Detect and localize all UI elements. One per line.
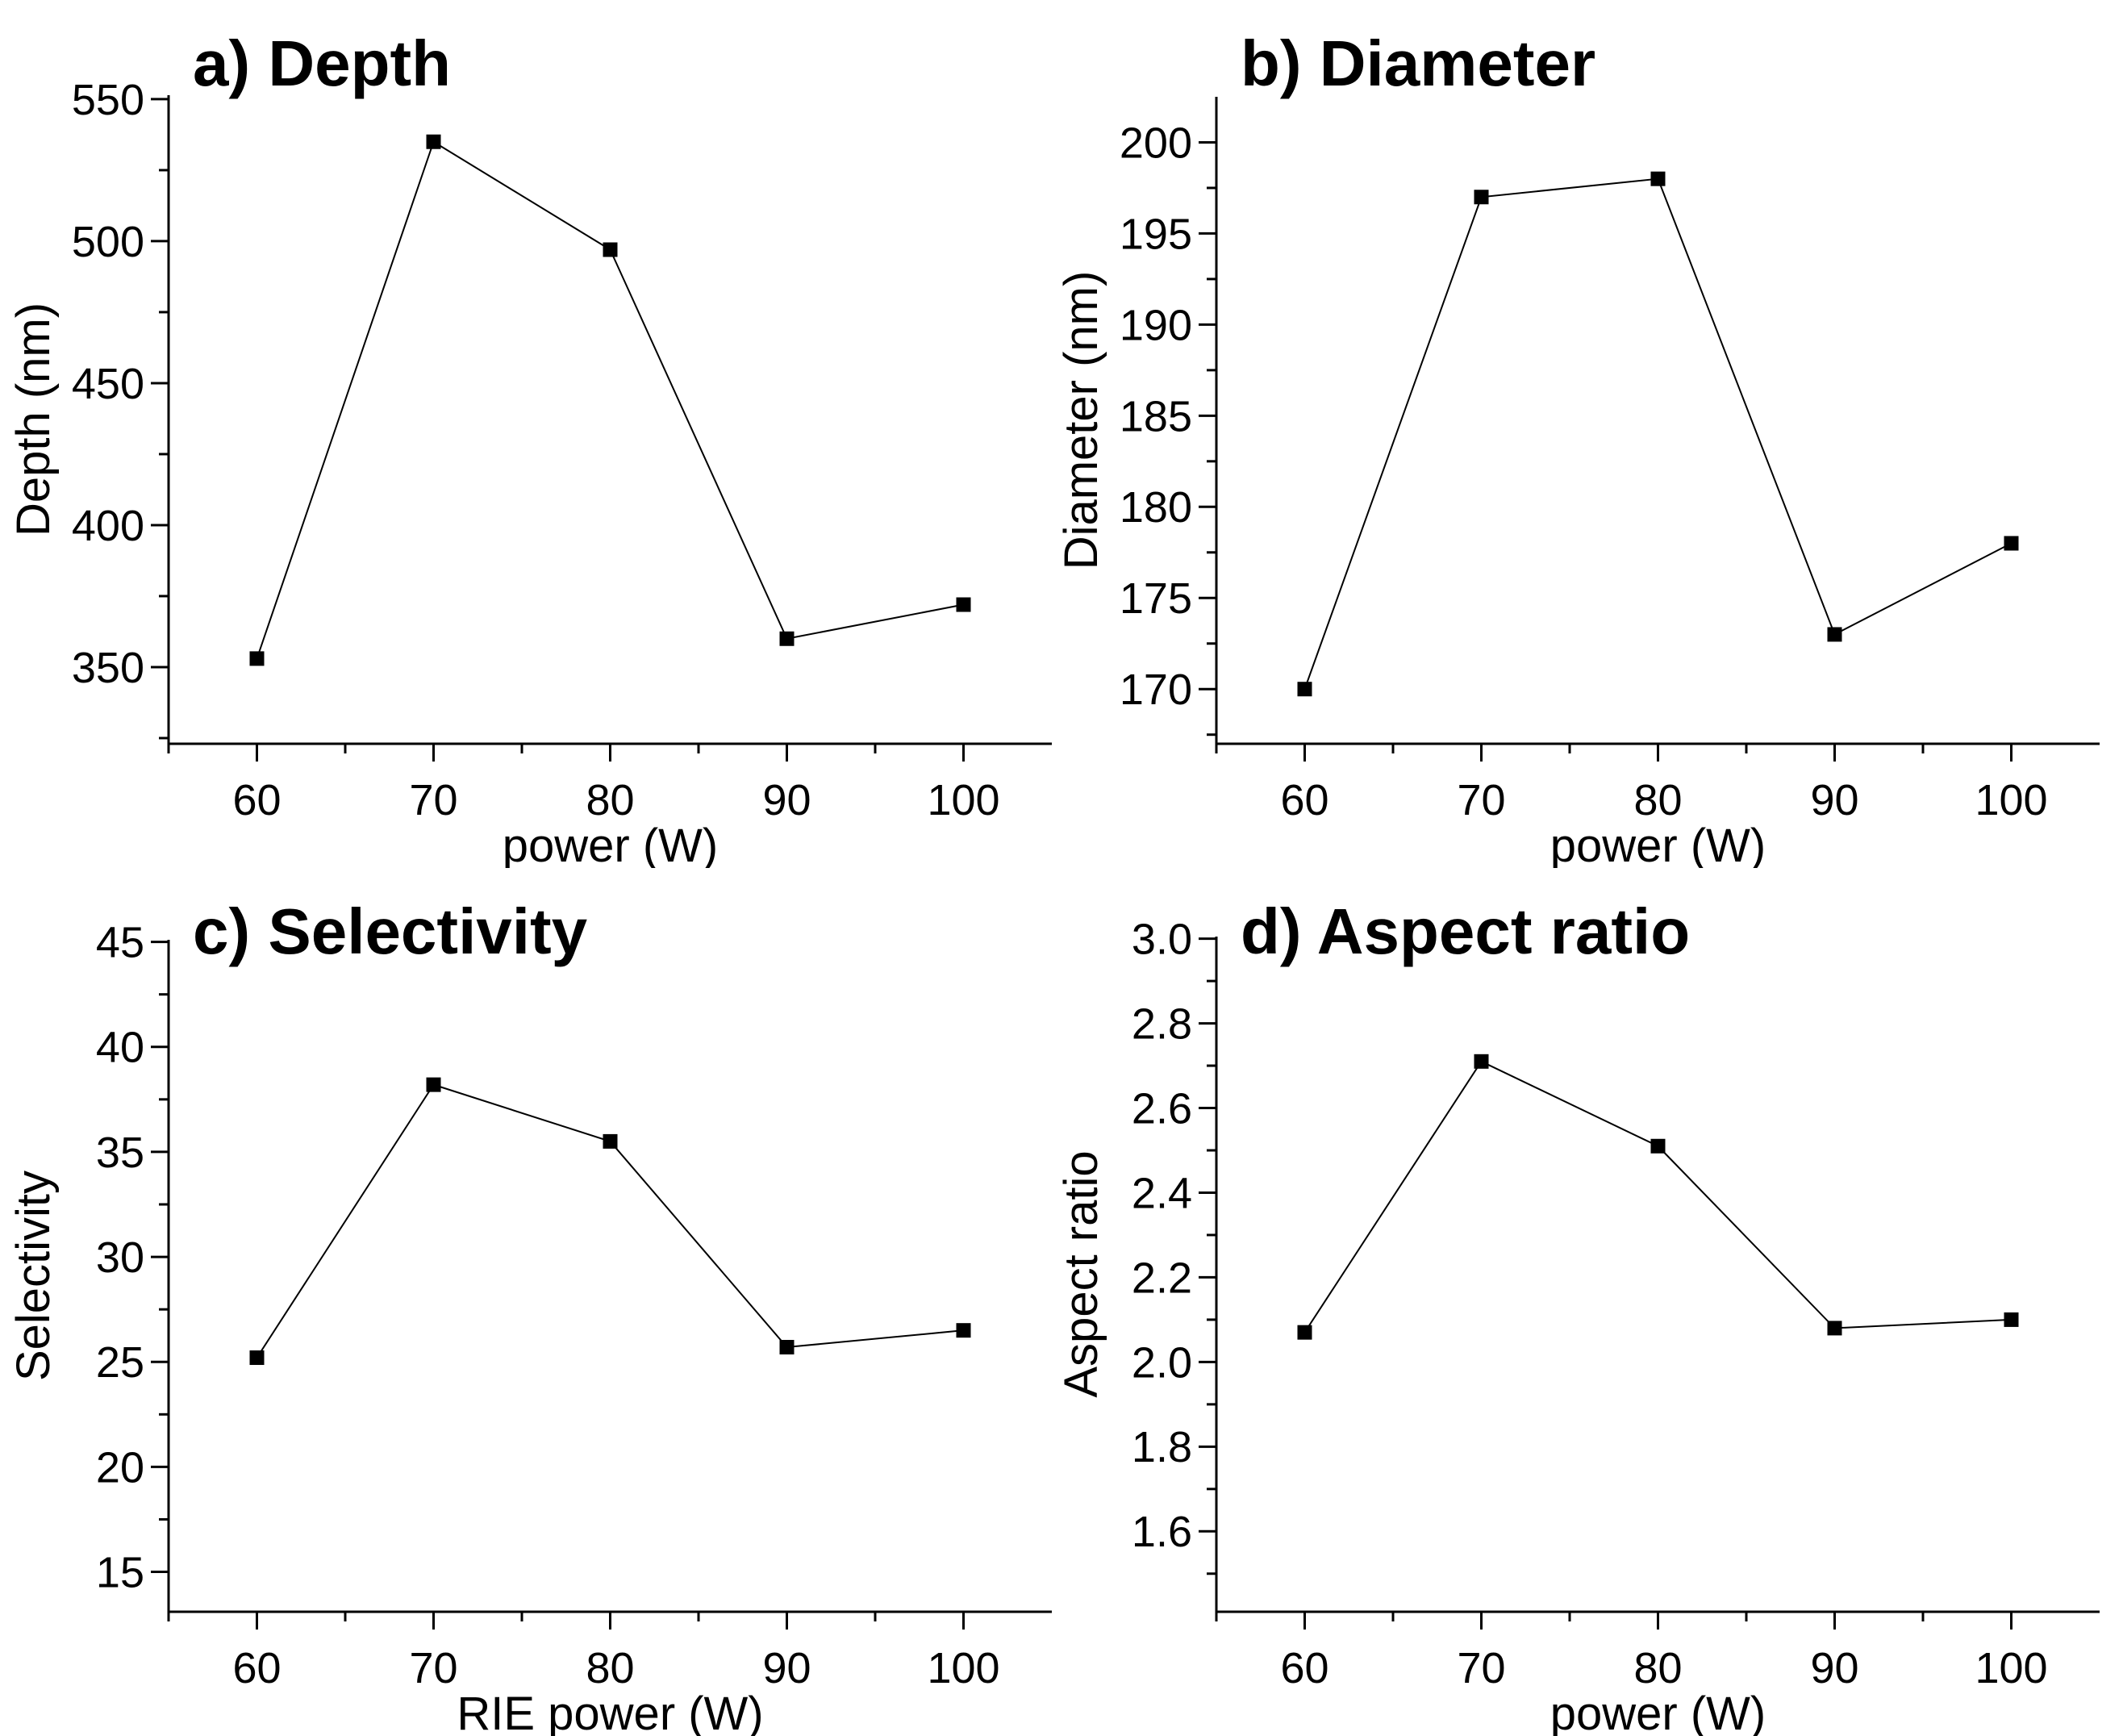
x-tick-label: 70 xyxy=(409,1644,457,1692)
y-tick-label: 2.2 xyxy=(1132,1254,1192,1302)
data-series-line xyxy=(1303,1060,2012,1333)
y-axis-label: Selectivity xyxy=(7,1171,60,1381)
y-tick-label: 175 xyxy=(1120,574,1192,623)
data-point-marker xyxy=(1650,1138,1666,1154)
data-point-marker xyxy=(1650,171,1666,186)
chart-title: a) Depth xyxy=(193,27,451,99)
data-series-line xyxy=(256,1083,964,1358)
data-point-marker xyxy=(603,242,618,257)
data-point-marker xyxy=(426,1077,441,1092)
chart-title: d) Aspect ratio xyxy=(1241,895,1690,967)
data-point-marker xyxy=(956,1323,971,1338)
x-tick-label: 70 xyxy=(1457,776,1505,824)
y-tick-label: 180 xyxy=(1120,483,1192,532)
x-tick-label: 60 xyxy=(232,1644,281,1692)
data-series-line xyxy=(1303,177,2012,690)
chart-title: c) Selectivity xyxy=(193,895,588,967)
y-axis-label: Diameter (nm) xyxy=(1062,271,1107,570)
y-tick-label: 40 xyxy=(96,1024,144,1072)
chart-panel-d: 1.6 1.8 2.0 2.2 2.4 2.6 2.8 3.0 60 70 80 90 100 power… xyxy=(1062,868,2123,1736)
data-point-marker xyxy=(1474,190,1489,205)
y-tick-label: 2.6 xyxy=(1132,1084,1192,1133)
y-tick-label: 400 xyxy=(72,502,144,550)
x-tick-label: 100 xyxy=(927,776,999,824)
y-tick-label: 15 xyxy=(96,1548,144,1596)
y-tick-label: 500 xyxy=(72,218,144,266)
x-tick-label: 90 xyxy=(1810,776,1858,824)
y-tick-label: 450 xyxy=(72,360,144,408)
x-tick-label: 60 xyxy=(1280,776,1328,824)
data-point-marker xyxy=(2004,1312,2019,1327)
x-tick-label: 70 xyxy=(409,776,457,824)
data-point-marker xyxy=(779,631,795,646)
y-tick-label: 350 xyxy=(72,644,144,692)
x-tick-label: 60 xyxy=(232,776,281,824)
data-point-marker xyxy=(249,651,265,666)
data-point-marker xyxy=(249,1350,265,1366)
x-axis-label: power (W) xyxy=(1550,820,1766,868)
chart-panel-c: 15 20 25 30 35 40 45 60 70 80 90 100 RIE power (W) Se… xyxy=(0,868,1062,1736)
x-tick-label: 90 xyxy=(762,1644,811,1692)
x-tick-label: 80 xyxy=(1633,776,1682,824)
x-tick-label: 100 xyxy=(1975,776,2047,824)
y-tick-label: 35 xyxy=(96,1129,144,1177)
y-axis-label: Aspect ratio xyxy=(1062,1150,1107,1397)
x-tick-label: 80 xyxy=(586,1644,634,1692)
y-tick-label: 2.8 xyxy=(1132,999,1192,1048)
x-tick-label: 60 xyxy=(1280,1644,1328,1692)
data-point-marker xyxy=(1474,1054,1489,1069)
chart-panel-a: 350 400 450 500 550 60 70 80 90 100 power (W) Depth… xyxy=(0,0,1062,868)
data-point-marker xyxy=(603,1133,618,1149)
y-tick-label: 2.0 xyxy=(1132,1338,1192,1387)
y-tick-label: 25 xyxy=(96,1338,144,1387)
y-axis-label: Depth (nm) xyxy=(7,303,60,536)
y-tick-label: 3.0 xyxy=(1132,916,1192,964)
y-tick-label: 1.6 xyxy=(1132,1508,1192,1556)
chart-panel-b: 170 175 180 185 190 195 200 60 70 80 90 100 power (W… xyxy=(1062,0,2123,868)
selectivity-chart-svg: 15 20 25 30 35 40 45 60 70 80 90 100 RIE power (W) Se… xyxy=(7,895,1052,1736)
data-series-line xyxy=(256,140,964,659)
x-tick-label: 100 xyxy=(1975,1644,2047,1692)
x-tick-label: 80 xyxy=(1633,1644,1682,1692)
y-tick-label: 200 xyxy=(1120,119,1192,167)
x-axis-label: power (W) xyxy=(503,820,718,868)
depth-chart-svg: 350 400 450 500 550 60 70 80 90 100 power (W) Depth… xyxy=(7,27,1052,868)
data-point-marker xyxy=(779,1340,795,1355)
data-point-marker xyxy=(956,597,971,612)
data-point-marker xyxy=(1297,682,1312,697)
y-tick-label: 30 xyxy=(96,1233,144,1282)
x-axis-label: power (W) xyxy=(1550,1688,1766,1736)
data-point-marker xyxy=(426,134,441,149)
y-tick-label: 170 xyxy=(1120,666,1192,714)
data-point-marker xyxy=(2004,536,2019,551)
chart-title: b) Diameter xyxy=(1241,27,1595,99)
data-point-marker xyxy=(1297,1325,1312,1340)
y-tick-label: 45 xyxy=(96,919,144,967)
x-tick-label: 90 xyxy=(1810,1644,1858,1692)
y-tick-label: 195 xyxy=(1120,210,1192,258)
aspect-ratio-chart-svg: 1.6 1.8 2.0 2.2 2.4 2.6 2.8 3.0 60 70 80 90 100 power… xyxy=(1062,895,2100,1736)
data-point-marker xyxy=(1827,1321,1842,1336)
y-tick-label: 20 xyxy=(96,1443,144,1492)
y-tick-label: 185 xyxy=(1120,392,1192,440)
y-tick-label: 1.8 xyxy=(1132,1423,1192,1471)
x-tick-label: 70 xyxy=(1457,1644,1505,1692)
diameter-chart-svg: 170 175 180 185 190 195 200 60 70 80 90 100 power (W… xyxy=(1062,27,2100,868)
x-tick-label: 100 xyxy=(927,1644,999,1692)
x-tick-label: 90 xyxy=(762,776,811,824)
data-point-marker xyxy=(1827,627,1842,642)
y-tick-label: 2.4 xyxy=(1132,1169,1192,1217)
x-tick-label: 80 xyxy=(586,776,634,824)
x-axis-label: RIE power (W) xyxy=(457,1688,763,1736)
y-tick-label: 550 xyxy=(72,76,144,124)
y-tick-label: 190 xyxy=(1120,301,1192,349)
